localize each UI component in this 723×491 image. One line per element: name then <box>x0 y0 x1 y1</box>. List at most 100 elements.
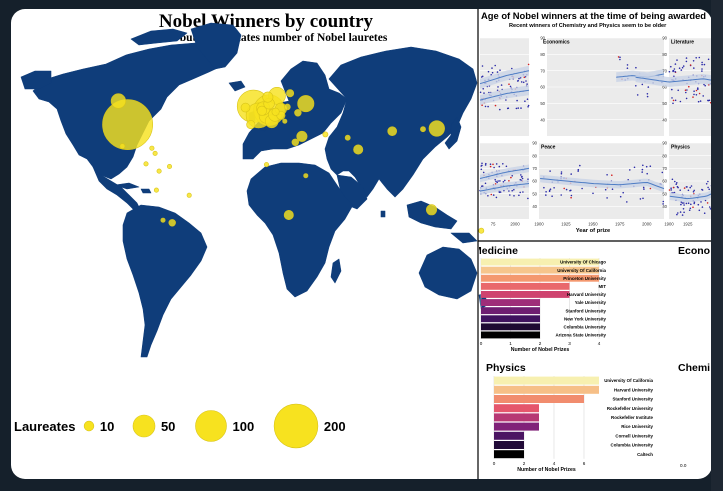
data-point <box>617 56 620 58</box>
land-cuba <box>114 182 140 190</box>
data-point <box>526 83 528 85</box>
x-tick-label: 2000 <box>642 222 652 227</box>
data-point <box>497 86 499 88</box>
bubble <box>425 204 437 216</box>
land-hispaniola <box>140 188 152 194</box>
bar-category-label: Princeton University <box>563 276 606 281</box>
bubble <box>297 95 315 113</box>
data-point <box>662 203 664 205</box>
data-point <box>570 194 573 197</box>
data-point <box>570 189 572 192</box>
data-point <box>676 213 678 216</box>
data-point <box>521 175 523 178</box>
x-tick-label: 75 <box>491 222 496 227</box>
data-point <box>693 189 695 192</box>
bar <box>494 376 599 385</box>
data-point <box>685 202 688 205</box>
bar-x-tick: 6 <box>583 461 586 466</box>
data-point <box>674 180 676 183</box>
data-point <box>671 88 673 91</box>
data-point <box>689 186 691 189</box>
age-subtitle: Recent winners of Chemistry and Physics … <box>509 23 667 29</box>
trend-line <box>479 167 530 179</box>
data-point <box>563 187 565 190</box>
bar-panel-title: Physics <box>486 362 526 374</box>
y-tick-label: 60 <box>662 179 667 184</box>
bubble <box>143 161 149 167</box>
bar <box>481 266 599 274</box>
land-madagascar <box>330 258 342 284</box>
x-tick-label: 1925 <box>683 222 693 227</box>
data-point <box>671 178 674 181</box>
data-point <box>708 206 711 208</box>
bar <box>481 323 540 331</box>
data-point <box>639 198 642 200</box>
data-point <box>499 191 502 193</box>
bar-category-label: Rice University <box>621 424 653 429</box>
bubble <box>296 130 308 142</box>
data-point <box>680 201 683 203</box>
data-point <box>668 189 671 191</box>
data-point <box>704 84 706 87</box>
bubble <box>420 126 426 133</box>
data-point <box>701 61 703 64</box>
data-point <box>560 171 563 173</box>
data-point <box>703 83 705 86</box>
data-point <box>490 193 493 196</box>
data-point <box>520 107 522 109</box>
data-point <box>701 188 703 191</box>
bar-category-label: New York University <box>564 316 607 321</box>
y-tick-label: 50 <box>540 101 545 106</box>
y-tick-label: 40 <box>662 204 667 209</box>
data-point <box>683 202 685 204</box>
data-point <box>674 63 677 65</box>
bubble <box>264 162 270 168</box>
data-point <box>680 203 682 206</box>
data-point <box>679 100 682 103</box>
data-point <box>551 195 553 197</box>
y-tick-label: 70 <box>540 68 545 73</box>
data-point <box>646 95 649 98</box>
bar-category-label: Harvard University <box>567 292 607 297</box>
data-point <box>674 99 677 102</box>
data-point <box>690 203 692 206</box>
data-point <box>484 164 487 166</box>
data-point <box>560 194 562 196</box>
data-point <box>675 183 677 185</box>
data-point <box>681 214 684 216</box>
trend-line <box>540 178 665 190</box>
bar-category-label: Cornell University <box>615 433 653 438</box>
land-africa <box>246 162 354 298</box>
y-tick-label: 50 <box>662 191 667 196</box>
bar <box>494 404 539 413</box>
data-point <box>499 108 501 111</box>
data-point <box>511 67 513 70</box>
trend-line <box>635 76 712 83</box>
bubble <box>156 168 162 174</box>
tweet-image-card[interactable]: Nobel Winners by country Size of bubble … <box>11 9 712 479</box>
data-point <box>670 65 672 68</box>
bubble <box>160 217 166 223</box>
data-point <box>481 75 484 78</box>
age-title: Age of Nobel winners at the time of bein… <box>481 10 706 21</box>
data-point <box>521 177 524 180</box>
data-point <box>688 85 690 88</box>
bubble <box>246 120 256 130</box>
data-point <box>671 97 673 99</box>
data-point <box>489 165 492 168</box>
data-point <box>677 89 679 92</box>
data-point <box>701 63 703 66</box>
data-point <box>695 89 698 92</box>
figure-collage: Nobel Winners by country Size of bubble … <box>14 9 712 479</box>
trend-ribbon <box>480 179 529 195</box>
data-point <box>606 197 608 199</box>
data-point <box>683 204 685 206</box>
data-point <box>553 187 555 189</box>
data-point <box>672 99 675 102</box>
land-australia <box>418 246 478 300</box>
trend-ribbon <box>480 164 529 183</box>
data-point <box>670 189 672 191</box>
university-bar-panels: Medicine 0 1 2 3 4 University Of Chicago Univer… <box>479 245 710 473</box>
scroll-edge <box>711 0 723 491</box>
data-point <box>482 171 485 174</box>
